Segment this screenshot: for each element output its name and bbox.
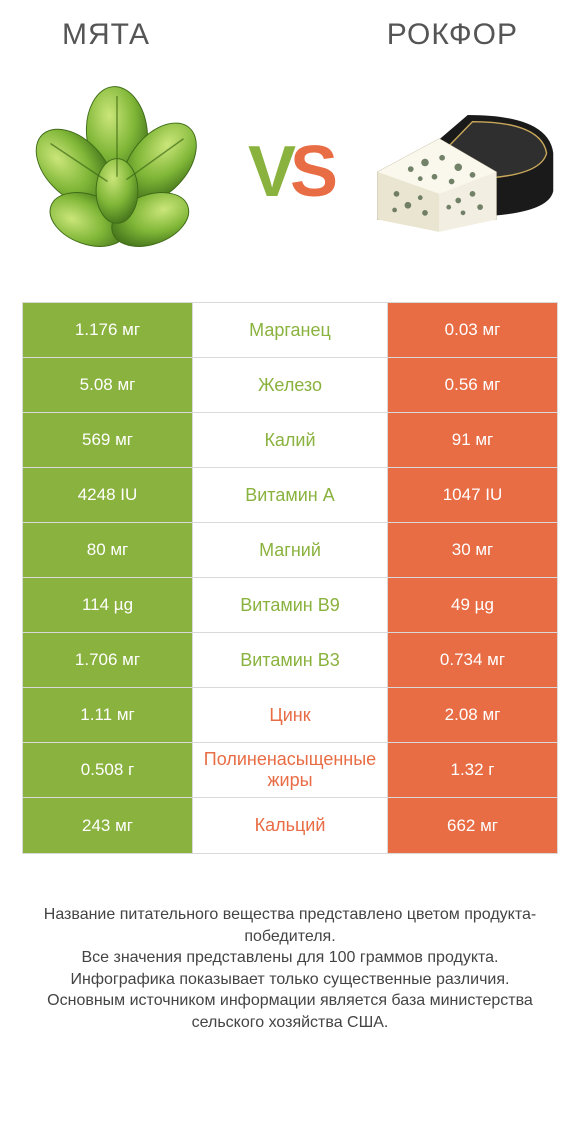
left-value: 5.08 мг <box>23 358 193 412</box>
right-value: 1.32 г <box>387 743 557 797</box>
header: МЯТА РОКФОР <box>22 18 558 52</box>
nutrient-label: Магний <box>193 523 387 577</box>
nutrient-label: Витамин B3 <box>193 633 387 687</box>
table-row: 243 мгКальций662 мг <box>23 798 557 853</box>
table-row: 114 µgВитамин B949 µg <box>23 578 557 633</box>
nutrient-table: 1.176 мгМарганец0.03 мг5.08 мгЖелезо0.56… <box>22 302 558 854</box>
nutrient-label: Витамин B9 <box>193 578 387 632</box>
nutrient-label: Железо <box>193 358 387 412</box>
right-value: 30 мг <box>387 523 557 577</box>
right-value: 1047 IU <box>387 468 557 522</box>
cheese-icon <box>368 97 558 247</box>
table-row: 1.706 мгВитамин B30.734 мг <box>23 633 557 688</box>
footnote-line: Инфографика показывает только существенн… <box>26 969 554 991</box>
left-value: 243 мг <box>23 798 193 853</box>
right-value: 0.56 мг <box>387 358 557 412</box>
infographic-container: МЯТА РОКФОР <box>0 0 580 1052</box>
nutrient-label: Цинк <box>193 688 387 742</box>
hero-row: VS <box>22 72 558 272</box>
left-value: 114 µg <box>23 578 193 632</box>
right-value: 0.03 мг <box>387 303 557 357</box>
right-product-title: РОКФОР <box>387 18 518 52</box>
left-value: 569 мг <box>23 413 193 467</box>
nutrient-label: Марганец <box>193 303 387 357</box>
mint-icon <box>22 77 212 267</box>
right-value: 2.08 мг <box>387 688 557 742</box>
left-value: 4248 IU <box>23 468 193 522</box>
left-value: 80 мг <box>23 523 193 577</box>
left-value: 1.706 мг <box>23 633 193 687</box>
table-row: 1.11 мгЦинк2.08 мг <box>23 688 557 743</box>
table-row: 80 мгМагний30 мг <box>23 523 557 578</box>
mint-image <box>22 77 212 267</box>
vs-v: V <box>248 132 290 212</box>
vs-label: VS <box>248 131 332 213</box>
footnote: Название питательного вещества представл… <box>22 904 558 1034</box>
table-row: 569 мгКалий91 мг <box>23 413 557 468</box>
table-row: 4248 IUВитамин A1047 IU <box>23 468 557 523</box>
nutrient-label: Кальций <box>193 798 387 853</box>
right-value: 49 µg <box>387 578 557 632</box>
right-value: 662 мг <box>387 798 557 853</box>
table-row: 5.08 мгЖелезо0.56 мг <box>23 358 557 413</box>
left-value: 1.11 мг <box>23 688 193 742</box>
nutrient-label: Полиненасыщенные жиры <box>193 743 387 797</box>
right-value: 0.734 мг <box>387 633 557 687</box>
nutrient-label: Калий <box>193 413 387 467</box>
footnote-line: Основным источником информации является … <box>26 990 554 1033</box>
left-value: 1.176 мг <box>23 303 193 357</box>
vs-s: S <box>290 132 332 212</box>
table-row: 1.176 мгМарганец0.03 мг <box>23 303 557 358</box>
left-product-title: МЯТА <box>62 18 150 52</box>
nutrient-label: Витамин A <box>193 468 387 522</box>
footnote-line: Название питательного вещества представл… <box>26 904 554 947</box>
footnote-line: Все значения представлены для 100 граммо… <box>26 947 554 969</box>
right-value: 91 мг <box>387 413 557 467</box>
cheese-image <box>368 77 558 267</box>
left-value: 0.508 г <box>23 743 193 797</box>
table-row: 0.508 гПолиненасыщенные жиры1.32 г <box>23 743 557 798</box>
